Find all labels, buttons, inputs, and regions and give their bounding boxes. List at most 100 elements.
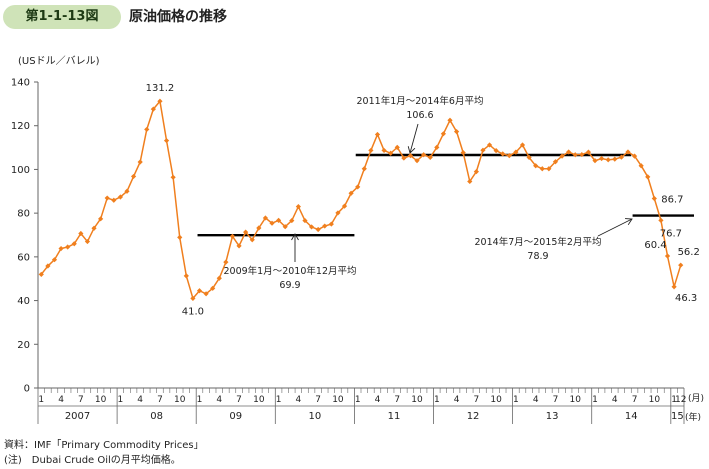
data-point (559, 153, 565, 159)
data-point (249, 237, 255, 243)
data-point (130, 173, 137, 180)
x-axis-ticks: 1 4 7 10 1 4 7 10 1 4 7 10 1 4 7 10 1 4 7 10 1 4 7 10 1 4 7 10 1 4 7 10… (37, 388, 686, 424)
average-value-label: 69.9 (279, 280, 300, 291)
annotation-arrow (597, 218, 633, 237)
month-tick-label: 4 (454, 395, 460, 405)
year-label: 13 (546, 411, 559, 422)
data-point (453, 129, 460, 135)
data-point (368, 147, 374, 154)
data-point (78, 230, 84, 237)
data-point (407, 153, 414, 159)
figure-header: 第1-1-13図 原油価格の推移 (0, 0, 709, 36)
data-point (163, 137, 170, 144)
year-label: 14 (625, 411, 638, 422)
y-tick-labels: 0 20 40 60 80 100 120 140 (11, 78, 38, 395)
y-tick-label: 80 (17, 209, 30, 220)
month-tick-label: 10 (174, 395, 186, 405)
data-point (98, 216, 104, 222)
figure-number-badge: 第1-1-13図 (3, 5, 121, 29)
data-point (276, 217, 282, 223)
month-tick-label: 1 (513, 395, 519, 405)
data-point (427, 154, 433, 161)
month-tick-label: 4 (58, 395, 64, 405)
data-point (196, 288, 203, 294)
data-point (91, 225, 97, 231)
data-point (480, 147, 486, 153)
y-tick-label: 100 (11, 165, 30, 176)
data-point (664, 253, 671, 259)
data-point (302, 217, 308, 224)
month-unit-label: (月) (688, 393, 704, 404)
month-tick-label: 10 (332, 395, 344, 405)
month-tick-label: 7 (632, 395, 638, 405)
data-point (177, 234, 183, 241)
footnote: (注) Dubai Crude Oilの月平均価格。 (4, 455, 181, 466)
month-tick-label: 10 (649, 395, 661, 405)
month-tick-label: 1 (671, 395, 677, 405)
y-tick-label: 0 (24, 384, 30, 395)
data-point (631, 153, 638, 159)
data-point (58, 245, 64, 252)
y-tick-label: 60 (17, 252, 30, 263)
data-point (486, 142, 493, 148)
data-point (183, 273, 189, 279)
data-point (269, 220, 275, 226)
data-label: 41.0 (182, 306, 204, 317)
data-point (539, 166, 545, 172)
data-point (388, 150, 394, 156)
month-tick-label: 7 (394, 395, 400, 405)
data-point (526, 154, 532, 161)
month-tick-label: 10 (411, 395, 423, 405)
month-tick-label: 1 (355, 395, 361, 405)
year-label: 10 (308, 411, 321, 422)
data-point (473, 169, 479, 175)
month-tick-label: 10 (570, 395, 582, 405)
data-point (190, 295, 196, 301)
data-point (493, 148, 499, 154)
data-label: 56.2 (678, 247, 700, 258)
average-label: 2009年1月～2010年12月平均 (224, 265, 357, 277)
data-point (328, 221, 334, 227)
data-point (361, 166, 367, 172)
month-tick-label: 10 (95, 395, 107, 405)
annotation-arrow (409, 123, 419, 154)
year-label: 11 (388, 411, 401, 422)
data-point (295, 203, 301, 210)
data-point (506, 153, 512, 159)
month-tick-label: 4 (612, 395, 618, 405)
month-tick-label: 1 (434, 395, 440, 405)
arrow-head (407, 146, 416, 154)
source-note: 資料：IMF「Primary Commodity Prices」 (4, 440, 204, 451)
y-axis-label: (USドル／バレル) (18, 55, 100, 67)
data-point (84, 238, 91, 245)
month-tick-label: 12 (675, 395, 686, 405)
point-labels: 131.2 41.0 86.7 76.760.4 46.3 56.2 (146, 83, 700, 317)
year-unit-label: (年) (685, 411, 701, 423)
data-point (658, 217, 664, 223)
data-label: 60.4 (644, 240, 666, 251)
data-point (440, 131, 446, 137)
arrow-head (625, 218, 633, 226)
data-point (612, 156, 618, 162)
data-point (533, 163, 539, 169)
data-point (157, 98, 163, 104)
data-point (599, 155, 605, 162)
data-point (236, 243, 242, 249)
data-point (289, 217, 295, 224)
data-point (414, 158, 420, 164)
month-tick-label: 1 (276, 395, 282, 405)
year-label: 12 (467, 411, 480, 422)
data-point (203, 291, 209, 297)
month-tick-label: 7 (157, 395, 163, 405)
average-value-label: 78.9 (527, 251, 548, 262)
month-tick-label: 1 (38, 395, 44, 405)
month-tick-label: 1 (592, 395, 598, 405)
year-label: 08 (150, 411, 163, 422)
average-lines: 2009年1月～2010年12月平均 69.9 2011年1月～2014年6月平均 1… (197, 95, 694, 291)
price-series (38, 98, 684, 301)
y-tick-label: 140 (11, 78, 30, 89)
month-tick-label: 7 (473, 395, 479, 405)
data-point (519, 142, 526, 148)
month-tick-label: 4 (533, 395, 539, 405)
